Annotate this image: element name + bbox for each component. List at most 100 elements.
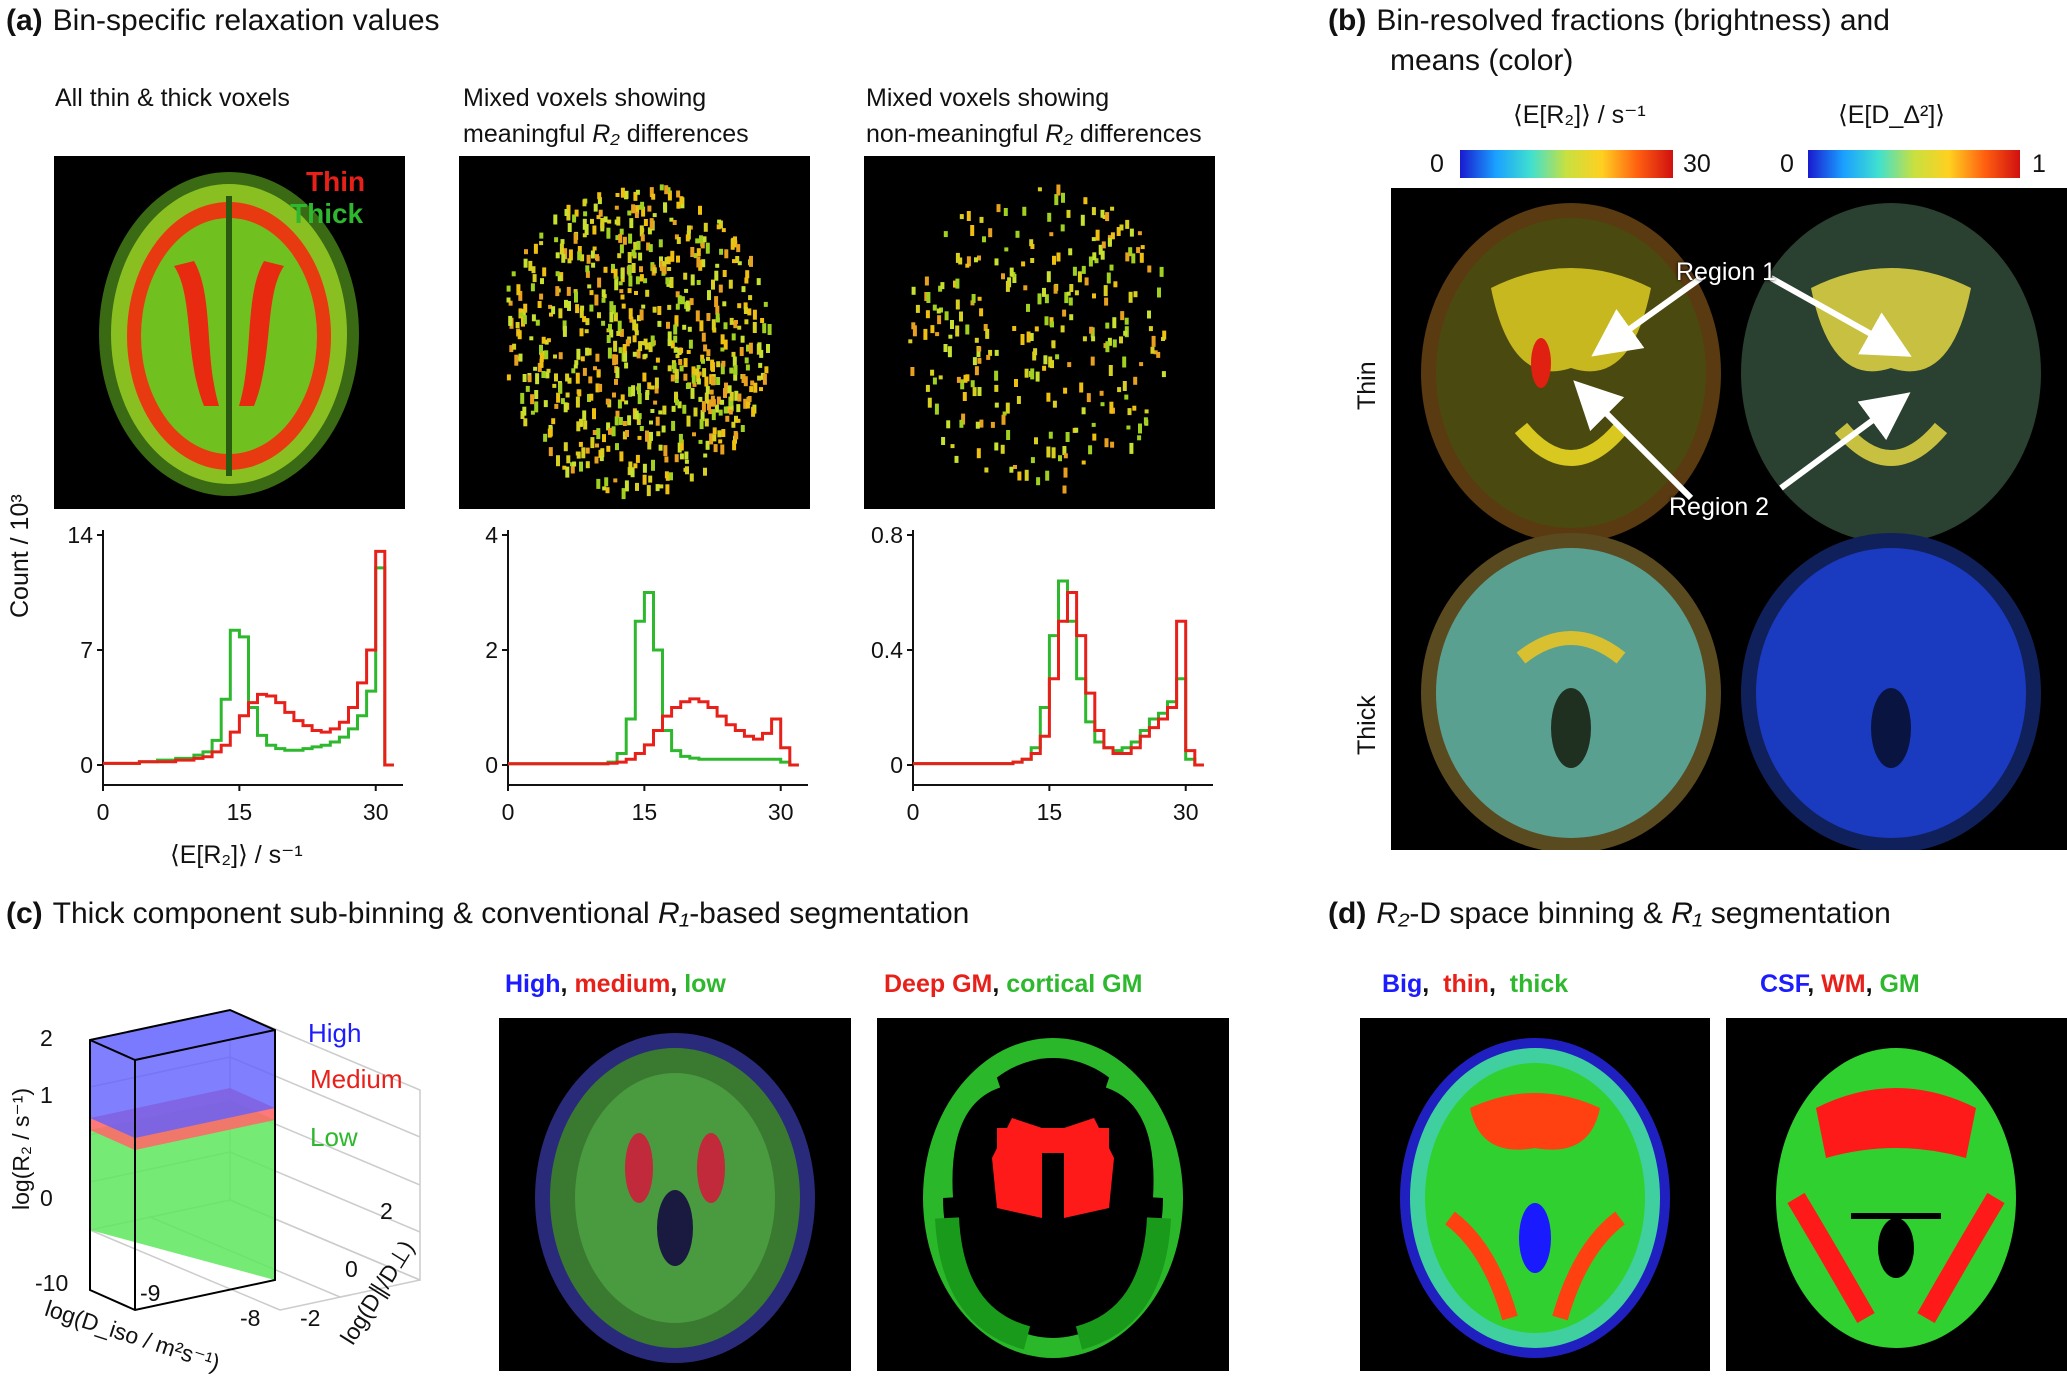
voxel-dot (603, 216, 608, 223)
voxel-dot (622, 344, 627, 353)
voxel-dot (592, 408, 596, 420)
region-arrows (1573, 275, 1912, 501)
voxel-dot (606, 227, 611, 239)
voxel-dot (1049, 232, 1054, 237)
voxel-dot (1060, 325, 1065, 333)
voxel-dot (1037, 293, 1042, 305)
voxel-dot (1159, 266, 1164, 277)
voxel-dot (650, 385, 655, 390)
voxel-dot (1062, 446, 1067, 455)
voxel-dot (611, 305, 616, 315)
voxel-dot (613, 312, 618, 322)
panel-b-title-line2: means (color) (1390, 44, 1574, 77)
voxel-dot (531, 266, 536, 274)
voxel-dot (966, 256, 971, 267)
voxel-dot (575, 372, 580, 384)
voxel-dot (647, 382, 652, 390)
legend-thick: Thick (290, 198, 364, 229)
voxel-dot (972, 387, 977, 397)
voxel-dot (533, 366, 538, 371)
voxel-dot (675, 291, 680, 298)
voxel-dot (563, 442, 568, 452)
voxel-dot (717, 219, 722, 224)
cube-label-low: Low (310, 1122, 358, 1152)
voxel-dot (666, 187, 671, 194)
voxel-dot (582, 218, 587, 230)
voxel-dot (611, 426, 616, 437)
y-tick-label: 2 (485, 637, 498, 663)
voxel-dot (606, 422, 611, 431)
voxel-dot (614, 205, 619, 210)
voxel-dot (671, 420, 676, 431)
voxel-dot (699, 419, 704, 430)
voxel-dot (633, 241, 638, 250)
voxel-dot (651, 459, 655, 471)
voxel-dot (955, 325, 960, 337)
voxel-dot (544, 339, 549, 345)
voxel-dot (635, 482, 639, 491)
voxel-dot (1140, 245, 1145, 250)
voxel-dot (578, 441, 583, 447)
brain-overlay-all (99, 172, 359, 496)
voxel-dot (560, 398, 565, 405)
voxel-dot (1024, 368, 1029, 378)
voxel-dot (1125, 252, 1130, 262)
voxel-dot (947, 346, 952, 358)
voxel-dot (648, 244, 653, 253)
voxel-dot (667, 267, 672, 271)
voxel-dot (629, 470, 634, 475)
voxel-dot (1074, 290, 1079, 296)
voxel-dot (1032, 351, 1037, 361)
voxel-dot (743, 376, 748, 387)
voxel-dot (1124, 394, 1129, 400)
voxel-dot (624, 362, 629, 369)
voxel-dot (718, 409, 723, 416)
voxel-dot (1017, 471, 1022, 481)
panel-c-title-pre: Thick component sub-binning & convention… (52, 897, 659, 930)
voxel-dot (714, 270, 719, 281)
voxel-dot (1109, 409, 1114, 414)
voxel-dot (1042, 287, 1046, 297)
voxel-dot (713, 444, 718, 453)
voxel-dot (615, 367, 620, 379)
voxel-dot (522, 406, 527, 416)
voxel-dot (1002, 411, 1007, 416)
voxel-dot (589, 290, 594, 296)
voxel-dot (971, 294, 976, 303)
voxel-dot (636, 240, 641, 250)
voxel-dot (644, 342, 649, 350)
voxel-dot (1148, 326, 1153, 332)
voxel-dot (701, 259, 706, 268)
voxel-dot (1052, 255, 1056, 265)
voxel-dot (666, 256, 671, 265)
voxel-dot (1113, 281, 1118, 288)
voxel-dot (695, 310, 700, 322)
panel-c-image-subbins (499, 1018, 851, 1371)
panel-a-subtitle-1: All thin & thick voxels (55, 84, 290, 112)
voxel-dot (585, 270, 590, 278)
voxel-dot (592, 246, 597, 251)
voxel-dot (1139, 252, 1144, 263)
cube-z-axis-label: log(R₂ / s⁻¹) (8, 1087, 34, 1210)
voxel-dot (635, 454, 640, 463)
voxel-dot (728, 396, 733, 407)
voxel-dot (614, 354, 619, 365)
voxel-dot (506, 297, 511, 303)
voxel-dot (1053, 284, 1058, 294)
voxel-dot (613, 340, 618, 352)
voxel-dot (582, 367, 587, 376)
voxel-dot (576, 421, 581, 432)
y-tick-label: 0 (485, 752, 498, 778)
voxel-dot (725, 415, 730, 422)
voxel-dot (911, 322, 916, 330)
voxel-dot (696, 256, 701, 268)
voxel-dot (649, 431, 653, 441)
y-tick-label: 0 (890, 752, 903, 778)
voxel-dot (685, 383, 690, 389)
voxel-dot (1133, 376, 1138, 385)
voxel-dot (750, 380, 755, 386)
voxel-dot (736, 404, 741, 413)
voxel-dot (628, 275, 633, 287)
voxel-dot (704, 392, 709, 404)
voxel-dot (977, 296, 982, 301)
